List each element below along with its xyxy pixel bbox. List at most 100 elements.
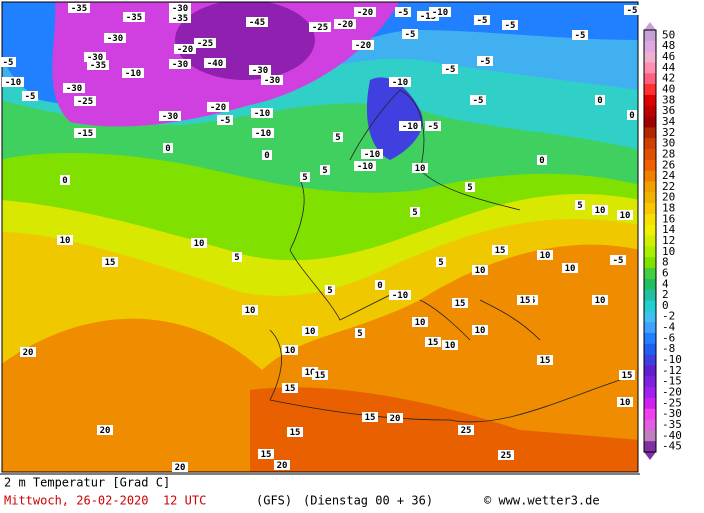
isotherm-label: -30 (252, 66, 268, 76)
label-box (97, 425, 113, 435)
isotherm-label: -10 (255, 129, 271, 139)
label-box (465, 182, 475, 192)
label-box (104, 33, 126, 43)
isotherm-label: -5 (220, 116, 231, 126)
scale-label: 26 (662, 158, 675, 171)
isotherm-label: 10 (305, 327, 316, 337)
scale-label: -20 (662, 385, 682, 398)
scale-label: 38 (662, 93, 675, 106)
isotherm-label: -5 (445, 65, 456, 75)
isotherm-label: -5 (477, 16, 488, 26)
label-box (470, 95, 486, 105)
scale-band (644, 170, 656, 182)
label-box (169, 3, 191, 13)
isotherm-label: -20 (355, 41, 371, 51)
label-box (217, 115, 233, 125)
label-box (252, 128, 274, 138)
label-box (452, 298, 468, 308)
scale-band (644, 116, 656, 128)
isotherm-label: 5 (335, 133, 340, 143)
scale-label: 6 (662, 266, 669, 279)
isotherm-label: -5 (505, 21, 516, 31)
label-box (375, 280, 385, 290)
coastlines (269, 89, 621, 423)
label-box (261, 75, 283, 85)
scale-label: 46 (662, 50, 675, 63)
isotherm-label: 5 (357, 329, 362, 339)
scale-band (644, 311, 656, 323)
label-box (274, 460, 290, 470)
scale-bottom-arrow (644, 452, 656, 460)
label-box (204, 58, 226, 68)
scale-label: -30 (662, 407, 682, 420)
scale-label: -35 (662, 418, 682, 431)
label-box (472, 325, 488, 335)
label-box (282, 383, 298, 393)
isotherm-label: 10 (415, 164, 426, 174)
scale-band (644, 343, 656, 356)
isotherm-label: -10 (364, 150, 380, 160)
isotherm-label: -10 (5, 78, 21, 88)
scale-label: -12 (662, 364, 682, 377)
label-box (282, 345, 298, 355)
isotherm-label: 5 (327, 286, 332, 296)
label-box (362, 412, 378, 422)
isotherm-label: -5 (398, 8, 409, 18)
isotherm-label: 20 (23, 348, 34, 358)
isotherm-label: -5 (3, 58, 14, 68)
isotherm-label: -30 (87, 53, 103, 63)
label-box (595, 95, 605, 105)
scale-label: -8 (662, 342, 675, 355)
isotherm-label: -5 (613, 256, 624, 266)
scale-label: 20 (662, 191, 675, 204)
scale-label: 14 (662, 223, 676, 236)
isotherm-label: 0 (62, 176, 67, 186)
isotherm-label: -10 (254, 109, 270, 119)
isotherm-label: -5 (428, 122, 439, 132)
isotherm-label: -30 (162, 112, 178, 122)
label-box (592, 205, 608, 215)
run-info: (Dienstag 00 + 36) (303, 494, 433, 508)
scale-band (644, 246, 656, 258)
isotherm-label: -10 (392, 291, 408, 301)
isotherm-label: -45 (249, 18, 265, 28)
label-box (410, 207, 420, 217)
label-box (624, 5, 640, 15)
label-box (399, 121, 421, 131)
isotherm-label: -5 (575, 31, 586, 41)
source: © www.wetter3.de (484, 494, 600, 508)
label-box (355, 328, 365, 338)
scale-band (644, 51, 656, 63)
scale-band (644, 397, 656, 410)
label-box (498, 450, 514, 460)
scale-band (644, 322, 656, 334)
scale-band (644, 73, 656, 85)
label-box (387, 413, 403, 423)
label-box (333, 132, 343, 142)
label-box (458, 425, 474, 435)
isotherm-label: 15 (365, 413, 376, 423)
label-box (102, 257, 118, 267)
label-box (320, 165, 330, 175)
isotherm-label: 10 (445, 341, 456, 351)
label-box (123, 12, 145, 22)
scale-label: 44 (662, 61, 676, 74)
label-box (361, 149, 383, 159)
isotherm-label: 5 (577, 201, 582, 211)
label-box (249, 65, 271, 75)
isotherm-label: -20 (210, 103, 226, 113)
isotherm-label: -35 (172, 14, 188, 24)
label-box (169, 59, 191, 69)
isotherm-label: 10 (620, 398, 631, 408)
isotherm-label: -20 (357, 8, 373, 18)
label-box (325, 285, 335, 295)
label-box (334, 19, 356, 29)
scale-band (644, 430, 656, 442)
isotherm-label: 15 (520, 296, 531, 306)
isotherm-label: -30 (264, 76, 280, 86)
scale-band (644, 138, 656, 150)
model-name: (GFS) (256, 494, 292, 508)
isotherm-label: 20 (390, 414, 401, 424)
scale-band (644, 203, 656, 215)
